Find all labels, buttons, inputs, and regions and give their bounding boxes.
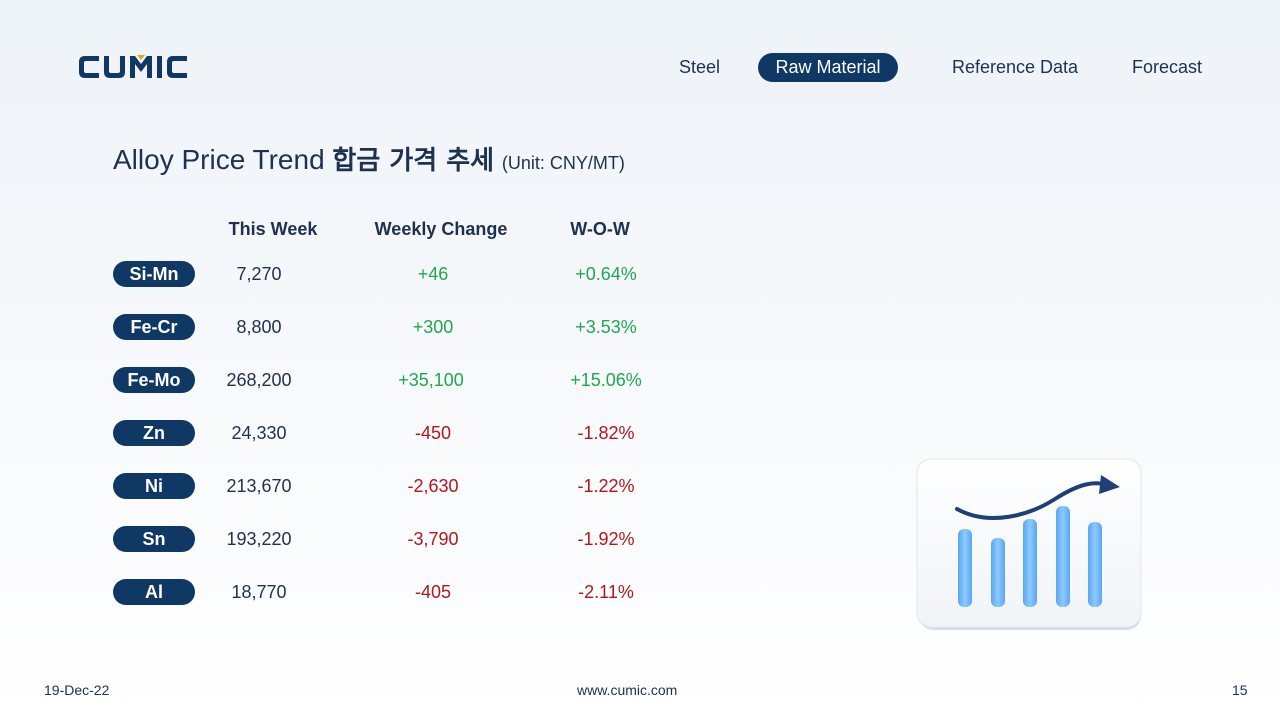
price-cell: 7,270 <box>236 264 282 284</box>
price-cell: 8,800 <box>236 317 282 337</box>
page-title: Alloy Price Trend 합금 가격 추세 (Unit: CNY/MT… <box>113 140 625 177</box>
table-row: Si-Mn 7,270 +46 +0.64% <box>0 261 700 289</box>
column-header-this-week: This Week <box>228 219 318 239</box>
column-header-weekly-change: Weekly Change <box>374 219 508 239</box>
table-row: Sn 193,220 -3,790 -1.92% <box>0 526 700 554</box>
table-row: Fe-Mo 268,200 +35,100 +15.06% <box>0 367 700 395</box>
wow-cell: +0.64% <box>575 264 637 284</box>
alloy-label: Al <box>113 579 195 605</box>
footer-website-link[interactable]: www.cumic.com <box>577 682 678 698</box>
alloy-label: Si-Mn <box>113 261 195 287</box>
nav-steel[interactable]: Steel <box>679 57 721 77</box>
top-navigation: Steel Raw Material Reference Data Foreca… <box>0 53 1280 83</box>
nav-raw-material[interactable]: Raw Material <box>758 53 898 82</box>
nav-reference-data[interactable]: Reference Data <box>952 57 1079 77</box>
alloy-label: Sn <box>113 526 195 552</box>
column-header-wow: W-O-W <box>570 219 630 239</box>
wow-cell: -1.82% <box>577 423 635 443</box>
price-cell: 268,200 <box>226 370 292 390</box>
page-title-korean: 합금 가격 추세 <box>332 146 495 176</box>
alloy-label: Ni <box>113 473 195 499</box>
alloy-label: Fe-Cr <box>113 314 195 340</box>
cumic-logo <box>79 55 187 78</box>
table-row: Zn 24,330 -450 -1.82% <box>0 420 700 448</box>
table-row: Fe-Cr 8,800 +300 +3.53% <box>0 314 700 342</box>
wow-cell: -2.11% <box>578 582 634 602</box>
wow-cell: -1.22% <box>577 476 635 496</box>
wow-cell: -1.92% <box>577 529 635 549</box>
price-cell: 213,670 <box>226 476 292 496</box>
page-number: 15 <box>1232 682 1248 698</box>
page-title-main: Alloy Price Trend <box>113 144 325 175</box>
price-cell: 24,330 <box>231 423 287 443</box>
change-cell: -450 <box>414 423 452 443</box>
change-cell: -3,790 <box>407 529 459 549</box>
change-cell: -405 <box>414 582 452 602</box>
price-cell: 18,770 <box>231 582 287 602</box>
alloy-label: Zn <box>113 420 195 446</box>
change-cell: -2,630 <box>407 476 459 496</box>
wow-cell: +15.06% <box>570 370 642 390</box>
change-cell: +300 <box>412 317 454 337</box>
footer-date: 19-Dec-22 <box>44 682 110 698</box>
wow-cell: +3.53% <box>575 317 637 337</box>
page-title-unit: (Unit: CNY/MT) <box>501 153 625 173</box>
price-cell: 193,220 <box>226 529 292 549</box>
nav-forecast[interactable]: Forecast <box>1132 57 1203 77</box>
table-row: Al 18,770 -405 -2.11% <box>0 579 700 607</box>
change-cell: +35,100 <box>398 370 464 390</box>
change-cell: +46 <box>417 264 449 284</box>
alloy-label: Fe-Mo <box>113 367 195 393</box>
table-row: Ni 213,670 -2,630 -1.22% <box>0 473 700 501</box>
bar-chart-trend-up-icon <box>916 458 1142 630</box>
